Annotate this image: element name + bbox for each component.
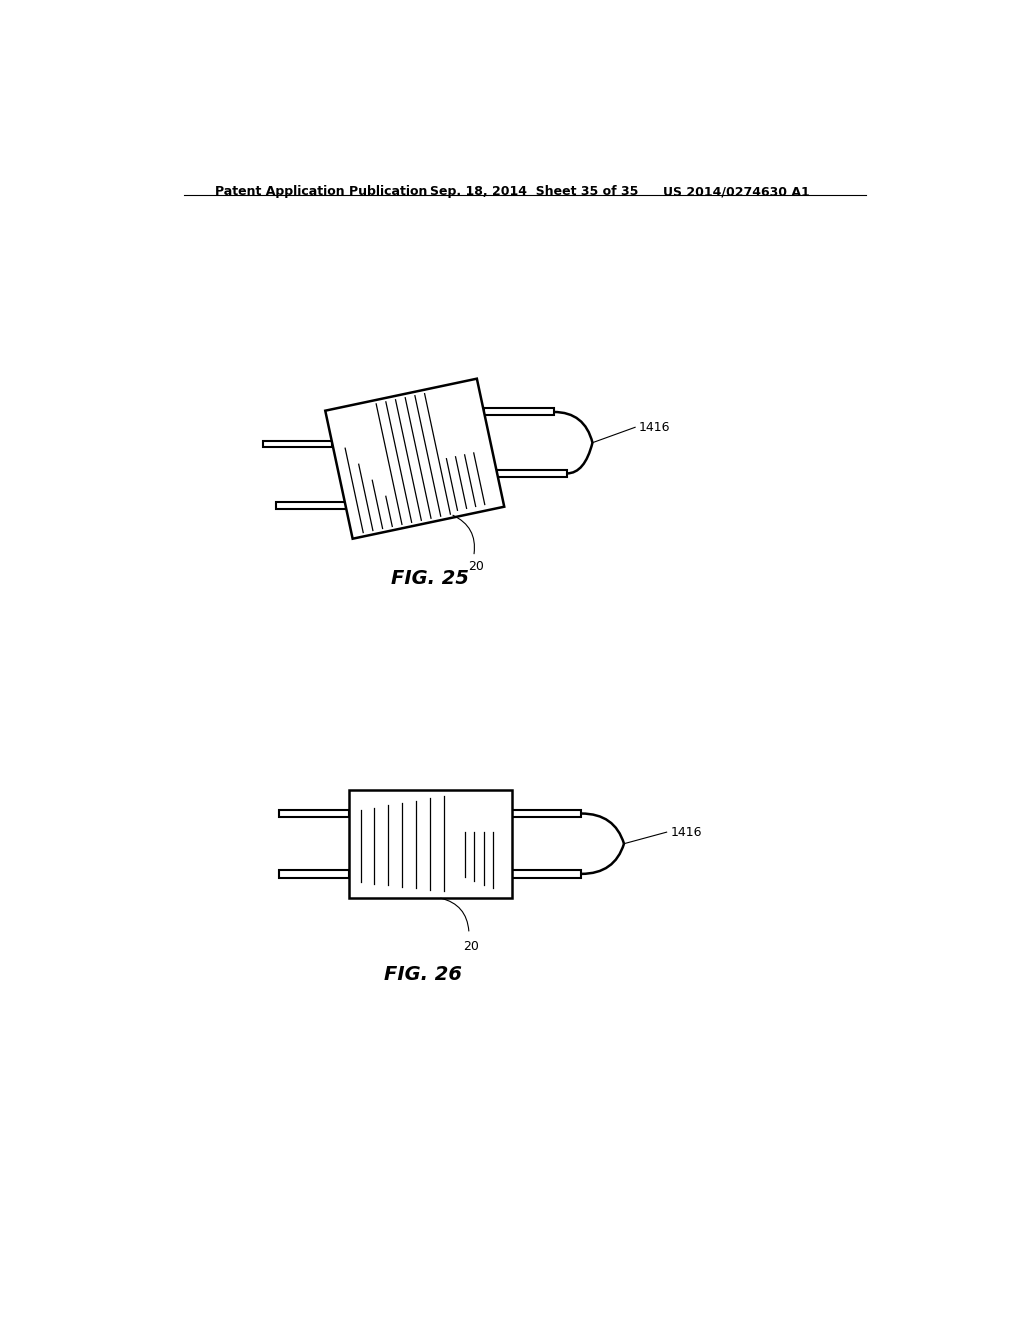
Bar bbox=[262, 441, 333, 447]
Bar bbox=[512, 870, 582, 878]
Text: FIG. 26: FIG. 26 bbox=[384, 965, 462, 985]
Text: Patent Application Publication: Patent Application Publication bbox=[215, 185, 427, 198]
Bar bbox=[280, 870, 349, 878]
Text: 1416: 1416 bbox=[671, 825, 702, 838]
Polygon shape bbox=[326, 379, 504, 539]
Text: US 2014/0274630 A1: US 2014/0274630 A1 bbox=[663, 185, 810, 198]
Bar bbox=[512, 809, 582, 817]
Text: Sep. 18, 2014  Sheet 35 of 35: Sep. 18, 2014 Sheet 35 of 35 bbox=[430, 185, 639, 198]
Text: 20: 20 bbox=[464, 940, 479, 953]
Bar bbox=[280, 809, 349, 817]
Bar bbox=[275, 502, 345, 510]
Bar bbox=[497, 470, 567, 477]
Bar bbox=[484, 408, 554, 416]
Bar bbox=[349, 789, 512, 898]
Text: FIG. 25: FIG. 25 bbox=[391, 569, 469, 587]
Text: 1416: 1416 bbox=[639, 421, 671, 434]
Text: 20: 20 bbox=[468, 561, 484, 573]
